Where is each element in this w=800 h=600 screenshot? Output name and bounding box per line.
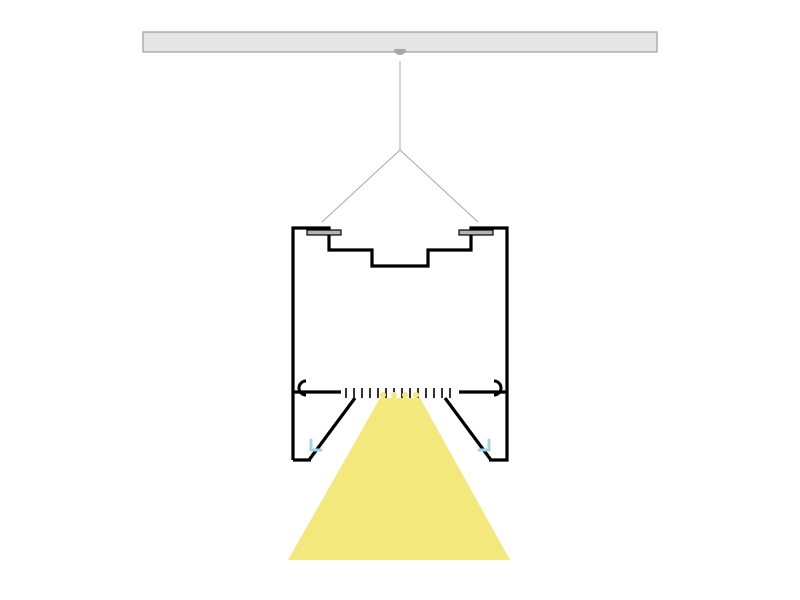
led-dot [391, 392, 397, 398]
ceiling-rail [143, 32, 657, 55]
top-mount-clip [459, 230, 493, 235]
top-mount-clip [307, 230, 341, 235]
light-cone [288, 398, 510, 560]
hanger-knob [394, 49, 406, 55]
luminaire-cross-section [0, 0, 800, 600]
wire-right [400, 150, 478, 222]
wire-left [322, 150, 400, 222]
suspension-wire [322, 61, 478, 222]
led-dot [413, 392, 419, 398]
led-dot [380, 392, 386, 398]
light-beam [288, 398, 510, 560]
led-dot [402, 392, 408, 398]
